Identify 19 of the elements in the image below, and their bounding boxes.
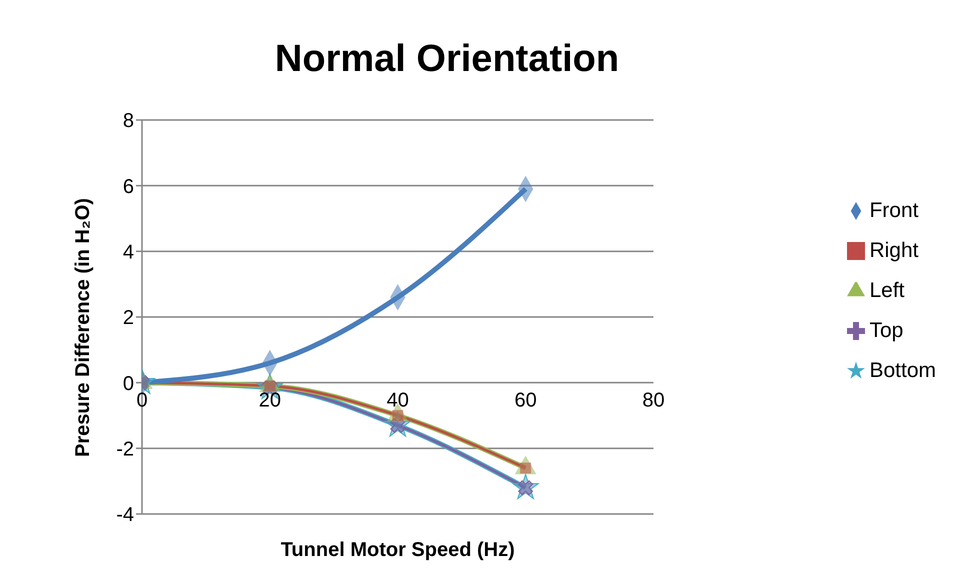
x-tick-label: 60 xyxy=(514,390,537,412)
chart-title: Normal Orientation xyxy=(274,38,620,81)
x-tick-label: 40 xyxy=(386,390,409,412)
y-tick-label: -2 xyxy=(116,438,134,460)
x-axis-title: Tunnel Motor Speed (Hz) xyxy=(280,539,515,561)
legend-label: Front xyxy=(869,198,918,222)
y-tick-label: 2 xyxy=(122,307,134,330)
y-axis-title: Presure Difference (in H₂O) xyxy=(72,198,94,457)
y-tick-label: 8 xyxy=(122,110,134,132)
x-tick-label: 20 xyxy=(258,390,281,412)
legend-label: Right xyxy=(869,238,918,262)
y-tick-label: 4 xyxy=(122,241,134,264)
legend-label: Bottom xyxy=(869,358,936,382)
legend-label: Left xyxy=(869,278,904,302)
legend-label: Top xyxy=(869,318,904,342)
y-tick-label: -4 xyxy=(116,504,134,526)
x-tick-label: 80 xyxy=(642,390,665,412)
y-tick-label: 0 xyxy=(122,372,134,395)
y-tick-label: 6 xyxy=(122,176,134,198)
